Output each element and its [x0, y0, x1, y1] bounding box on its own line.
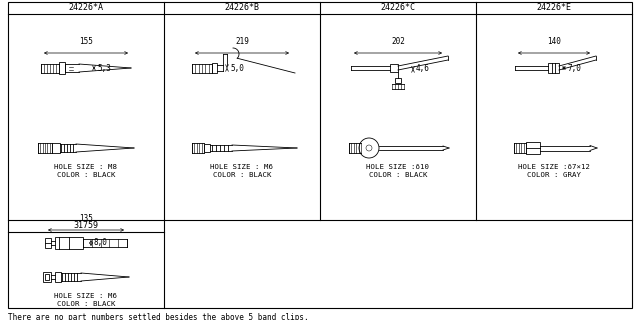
Bar — [204, 144, 210, 152]
Text: 5,3: 5,3 — [97, 63, 111, 73]
Text: HOLE SIZE : M6: HOLE SIZE : M6 — [54, 293, 118, 299]
Bar — [526, 142, 540, 154]
Text: 24226*C: 24226*C — [381, 4, 415, 12]
Bar — [395, 78, 401, 83]
Bar — [212, 63, 217, 73]
Text: 140: 140 — [547, 37, 561, 46]
Text: COLOR : BLACK: COLOR : BLACK — [369, 172, 428, 178]
Text: COLOR : BLACK: COLOR : BLACK — [57, 172, 115, 178]
Text: 24226*A: 24226*A — [68, 4, 104, 12]
Bar — [59, 62, 65, 74]
Text: 24226*B: 24226*B — [225, 4, 259, 12]
Bar — [548, 63, 559, 73]
Text: HOLE SIZE : M8: HOLE SIZE : M8 — [54, 164, 118, 170]
Text: 219: 219 — [235, 37, 249, 46]
Bar — [52, 143, 60, 153]
Text: HOLE SIZE : M6: HOLE SIZE : M6 — [211, 164, 273, 170]
Bar — [55, 272, 61, 282]
Text: COLOR : BLACK: COLOR : BLACK — [212, 172, 271, 178]
Bar — [45, 274, 49, 280]
Text: 5,0: 5,0 — [230, 63, 244, 73]
Text: 4,6: 4,6 — [416, 63, 430, 73]
Text: COLOR : GRAY: COLOR : GRAY — [527, 172, 581, 178]
Text: 155: 155 — [79, 37, 93, 46]
Bar — [390, 64, 398, 72]
Text: 8,0: 8,0 — [94, 238, 108, 247]
Text: There are no part numbers settled besides the above 5 band clips.: There are no part numbers settled beside… — [8, 313, 308, 320]
Text: HOLE SIZE :ð7×12: HOLE SIZE :ð7×12 — [518, 164, 590, 170]
Text: 202: 202 — [391, 37, 405, 46]
Text: 24226*E: 24226*E — [536, 4, 572, 12]
Bar — [45, 238, 51, 248]
Text: 31759: 31759 — [74, 221, 99, 230]
Bar — [55, 237, 83, 249]
Text: COLOR : BLACK: COLOR : BLACK — [57, 301, 115, 307]
Bar — [43, 272, 51, 282]
Text: 7,0: 7,0 — [567, 63, 581, 73]
Text: 135: 135 — [79, 214, 93, 223]
Text: HOLE SIZE :ð10: HOLE SIZE :ð10 — [367, 164, 429, 170]
